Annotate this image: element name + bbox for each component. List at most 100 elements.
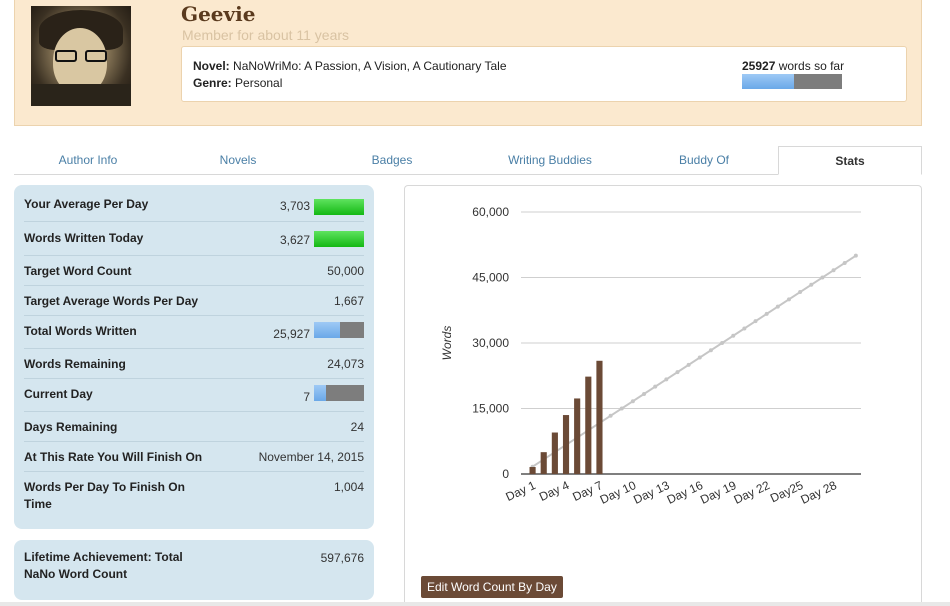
username[interactable]: Geevie: [181, 2, 256, 26]
x-tick-label: Day 13: [631, 478, 672, 507]
target-point: [853, 253, 858, 258]
tab-novels[interactable]: Novels: [219, 153, 257, 167]
y-tick-label: 60,000: [472, 205, 509, 219]
stat-value: 25,927: [273, 327, 310, 341]
stat-row-days-remaining: Days Remaining 24: [24, 412, 364, 442]
stat-value: 7: [303, 390, 310, 404]
y-tick-label: 45,000: [472, 271, 509, 285]
stat-label: Days Remaining: [24, 420, 118, 434]
progress-fill: [742, 74, 794, 89]
member-since: Member for about 11 years: [182, 27, 350, 43]
avatar[interactable]: [31, 6, 131, 106]
bar-day-2: [540, 452, 547, 474]
x-tick-label: Day 16: [665, 478, 706, 507]
stat-row-total: Total Words Written 25,927: [24, 316, 364, 349]
stat-label: Your Average Per Day: [24, 197, 149, 211]
target-point: [608, 413, 613, 418]
target-point: [664, 377, 669, 382]
current-day-bar: [314, 385, 364, 401]
stat-label: Total Words Written: [24, 324, 137, 338]
target-point: [653, 384, 658, 389]
stat-row-current-day: Current Day 7: [24, 379, 364, 412]
stat-label: Current Day: [24, 387, 93, 401]
target-point: [820, 275, 825, 280]
target-point: [642, 391, 647, 396]
stat-label: Words Remaining: [24, 357, 126, 371]
words-count: 25927: [742, 59, 776, 73]
target-point: [786, 297, 791, 302]
target-point: [764, 311, 769, 316]
target-point: [708, 348, 713, 353]
stat-row-target: Target Word Count 50,000: [24, 256, 364, 286]
target-point: [697, 355, 702, 360]
words-so-far: 25927 words so far: [742, 59, 844, 73]
stat-label: Target Word Count: [24, 264, 132, 278]
stat-value: 50,000: [327, 264, 364, 278]
target-point: [720, 340, 725, 345]
tab-writing-buddies[interactable]: Writing Buddies: [508, 153, 592, 167]
stat-value: 3,703: [279, 199, 310, 213]
tab-buddy-of[interactable]: Buddy Of: [678, 153, 730, 167]
y-tick-label: 0: [502, 467, 509, 481]
target-point: [775, 304, 780, 309]
word-count-chart-panel: 0 15,000 30,000 45,000 60,000 Words Day 1 Day 4…: [404, 185, 922, 606]
genre-label: Genre:: [193, 76, 232, 90]
lifetime-value: 597,676: [320, 551, 364, 565]
total-words-fill: [314, 322, 340, 338]
stat-value: 24,073: [327, 357, 364, 371]
y-axis-label: Words: [440, 326, 454, 361]
novel-progress-bar: [742, 74, 842, 89]
tab-author-info[interactable]: Author Info: [58, 153, 118, 167]
total-words-bar: [314, 322, 364, 338]
words-suffix: words so far: [778, 59, 845, 73]
stat-row-target-average: Target Average Words Per Day 1,667: [24, 286, 364, 316]
target-line: [532, 254, 857, 468]
x-tick-label: Day25: [768, 478, 806, 505]
stat-value: 24: [350, 420, 364, 434]
stat-value: 1,004: [333, 480, 364, 494]
stat-row-finish-date: At This Rate You Will Finish On November…: [24, 442, 364, 472]
stat-label: Words Written Today: [24, 231, 144, 245]
target-point: [686, 362, 691, 367]
stats-panel: Your Average Per Day 3,703 Words Written…: [14, 185, 374, 529]
y-tick-label: 15,000: [472, 402, 509, 416]
novel-box: Novel: NaNoWriMo: A Passion, A Vision, A…: [181, 46, 907, 102]
x-tick-label: Day 4: [537, 478, 572, 504]
word-count-chart: 0 15,000 30,000 45,000 60,000 Words Day 1 Day 4…: [440, 205, 861, 507]
current-day-fill: [314, 385, 326, 401]
target-point: [630, 399, 635, 404]
today-bar: [314, 231, 364, 247]
x-tick-label: Day 28: [798, 478, 839, 507]
footer-divider: [0, 602, 950, 606]
x-tick-label: Day 1: [504, 478, 539, 504]
tab-badges[interactable]: Badges: [371, 153, 413, 167]
y-tick-label: 30,000: [472, 336, 509, 350]
bar-day-3: [551, 432, 558, 474]
average-bar: [314, 199, 364, 215]
stat-value: November 14, 2015: [258, 450, 364, 464]
stat-row-remaining: Words Remaining 24,073: [24, 349, 364, 379]
tab-stats[interactable]: Stats: [778, 146, 922, 175]
target-point: [809, 282, 814, 287]
target-point: [842, 260, 847, 265]
profile-header: Geevie Member for about 11 years Novel: …: [14, 0, 922, 126]
x-tick-label: Day 22: [732, 478, 773, 507]
target-point: [753, 319, 758, 324]
stat-value: 3,627: [279, 233, 310, 247]
stat-row-per-day-to-finish: Words Per Day To Finish On Time 1,004: [24, 472, 364, 522]
target-point: [675, 370, 680, 375]
novel-label: Novel:: [193, 59, 230, 73]
profile-tabs: Author Info Novels Badges Writing Buddie…: [14, 146, 922, 175]
stat-row-average: Your Average Per Day 3,703: [24, 189, 364, 222]
lifetime-label: Lifetime Achievement: Total NaNo Word Co…: [24, 550, 183, 581]
bar-day-5: [574, 398, 581, 474]
bar-day-7: [596, 360, 603, 474]
x-tick-label: Day 19: [698, 478, 739, 507]
novel-info: Novel: NaNoWriMo: A Passion, A Vision, A…: [193, 59, 507, 73]
novel-title[interactable]: NaNoWriMo: A Passion, A Vision, A Cautio…: [233, 59, 507, 73]
edit-word-count-button[interactable]: Edit Word Count By Day: [421, 576, 563, 598]
stat-value: 1,667: [333, 294, 364, 308]
lifetime-achievement: Lifetime Achievement: Total NaNo Word Co…: [14, 540, 374, 600]
bar-day-1: [529, 467, 536, 474]
